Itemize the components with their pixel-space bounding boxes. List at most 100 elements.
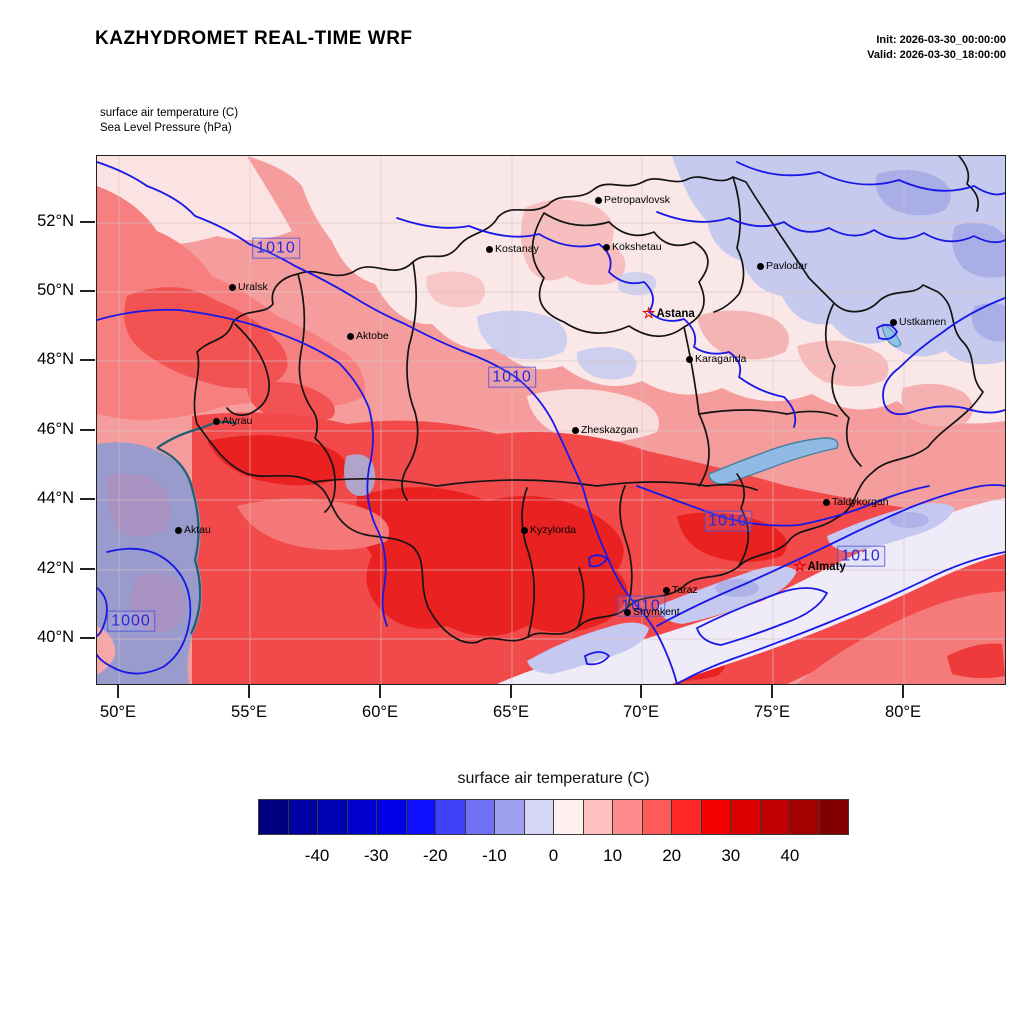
lat-tick-label: 48°N: [37, 350, 74, 368]
city-dot-icon: [663, 586, 670, 594]
lon-tick-mark: [510, 685, 512, 698]
colorbar-cell: [819, 800, 848, 834]
city-label: Taraz: [672, 584, 698, 596]
city-dot-icon: [603, 243, 610, 251]
city-dot-icon: [686, 355, 693, 363]
lon-tick-label: 75°E: [754, 703, 790, 721]
colorbar-tick-labels: -40 -30 -20 -10 0 10 20 30 40: [258, 846, 849, 870]
city-marker-taldykorgan: Taldykorgan: [823, 496, 889, 508]
colorbar: [258, 799, 849, 835]
pressure-contour-label-1010: 1010: [704, 510, 752, 532]
admin-borders: [193, 156, 984, 644]
page-title: KAZHYDROMET REAL-TIME WRF: [95, 28, 413, 49]
lon-tick-mark: [248, 685, 250, 698]
field-line-temperature: surface air temperature (C): [100, 107, 239, 119]
colorbar-cell: [259, 800, 289, 834]
colorbar-cell: [583, 800, 613, 834]
city-dot-icon: [890, 318, 897, 326]
colorbar-cell: [318, 800, 348, 834]
city-marker-uralsk: Uralsk: [229, 281, 268, 293]
pressure-contour-label-1010: 1010: [252, 237, 300, 259]
pressure-contour-label-1010: 1010: [837, 545, 885, 567]
lon-tick-mark: [771, 685, 773, 698]
city-dot-icon: [595, 196, 602, 204]
city-dot-icon: [486, 245, 493, 253]
city-marker-pavlodar: Pavlodar: [757, 260, 807, 272]
colorbar-cell: [760, 800, 790, 834]
city-marker-almaty: ☆ Almaty: [793, 559, 846, 574]
colorbar-tick-label: 20: [662, 846, 682, 865]
kazakhstan-outer-border: [193, 176, 984, 644]
colorbar-cell: [465, 800, 495, 834]
caspian-coastline: [156, 446, 202, 635]
lat-tick-mark: [80, 429, 95, 431]
lake-zaysan: [882, 323, 902, 348]
city-marker-kyzylorda: Kyzylorda: [521, 524, 576, 536]
pressure-contour-label-1010: 1010: [488, 366, 536, 388]
lon-tick-label: 55°E: [231, 703, 267, 721]
colorbar-tick-label: -30: [363, 846, 389, 865]
city-label: Atyrau: [222, 415, 253, 427]
city-dot-icon: [624, 608, 631, 616]
city-label: Ustkamen: [899, 316, 947, 328]
city-dot-icon: [572, 426, 579, 434]
city-label: Kokshetau: [612, 241, 662, 253]
lat-tick-mark: [80, 221, 95, 223]
pressure-contours: [97, 161, 1005, 684]
field-legend: surface air temperature (C) Sea Level Pr…: [100, 106, 238, 136]
lat-tick-label: 52°N: [37, 212, 74, 230]
colorbar-cell: [495, 800, 525, 834]
city-label: Kyzylorda: [530, 524, 577, 536]
colorbar-cell: [731, 800, 761, 834]
lat-tick-mark: [80, 290, 95, 292]
city-marker-taraz: Taraz: [663, 584, 698, 596]
lat-tick-label: 50°N: [37, 281, 74, 299]
city-marker-aktobe: Aktobe: [347, 330, 389, 342]
city-label: Astana: [656, 308, 695, 320]
colorbar-cell: [288, 800, 318, 834]
colorbar-cell: [642, 800, 672, 834]
city-marker-astana: ☆ Astana: [642, 305, 695, 322]
colorbar-cell: [524, 800, 554, 834]
weather-map-canvas: [97, 156, 1005, 684]
lon-tick-label: 60°E: [362, 703, 398, 721]
colorbar-tick-label: -10: [482, 846, 507, 865]
map-overlay: 1010 1010 1010 1010 1010 1000 Petropavlovsk Kos…: [97, 156, 1005, 684]
colorbar-cell: [613, 800, 643, 834]
city-marker-aktau: Aktau: [175, 524, 211, 536]
lat-tick-mark: [80, 568, 95, 570]
city-label: Shymkent: [633, 606, 680, 618]
lon-tick-mark: [640, 685, 642, 698]
lat-tick-label: 42°N: [37, 559, 74, 577]
city-label: Pavlodar: [766, 260, 808, 272]
city-label: Aktau: [184, 524, 211, 536]
colorbar-cell: [554, 800, 584, 834]
colorbar-cell: [701, 800, 731, 834]
city-label: Kostanay: [495, 243, 539, 255]
lat-tick-label: 44°N: [37, 489, 74, 507]
run-info: Init: 2026-03-30_00:00:00 Valid: 2026-03…: [867, 33, 1006, 63]
city-label: Petropavlovsk: [604, 194, 670, 206]
city-dot-icon: [213, 417, 220, 425]
capital-star-icon: ☆: [642, 305, 656, 322]
lon-tick-mark: [117, 685, 119, 698]
caspian-north-shore: [156, 420, 238, 449]
city-label: Karaganda: [695, 353, 747, 365]
city-label: Zheskazgan: [581, 424, 639, 436]
city-marker-shymkent: Shymkent: [624, 606, 680, 618]
city-label: Uralsk: [238, 281, 268, 293]
city-marker-atyrau: Atyrau: [213, 415, 252, 427]
lon-tick-label: 80°E: [885, 703, 921, 721]
colorbar-title: surface air temperature (C): [457, 770, 650, 787]
colorbar-tick-label: -20: [423, 846, 448, 865]
city-dot-icon: [823, 498, 830, 506]
colorbar-cell: [790, 800, 820, 834]
lon-tick-mark: [379, 685, 381, 698]
city-dot-icon: [757, 262, 764, 270]
lon-tick-label: 50°E: [100, 703, 136, 721]
city-label: Taldykorgan: [832, 496, 889, 508]
city-dot-icon: [347, 332, 354, 340]
lat-tick-label: 46°N: [37, 420, 74, 438]
city-marker-ustkamen: Ustkamen: [890, 316, 946, 328]
